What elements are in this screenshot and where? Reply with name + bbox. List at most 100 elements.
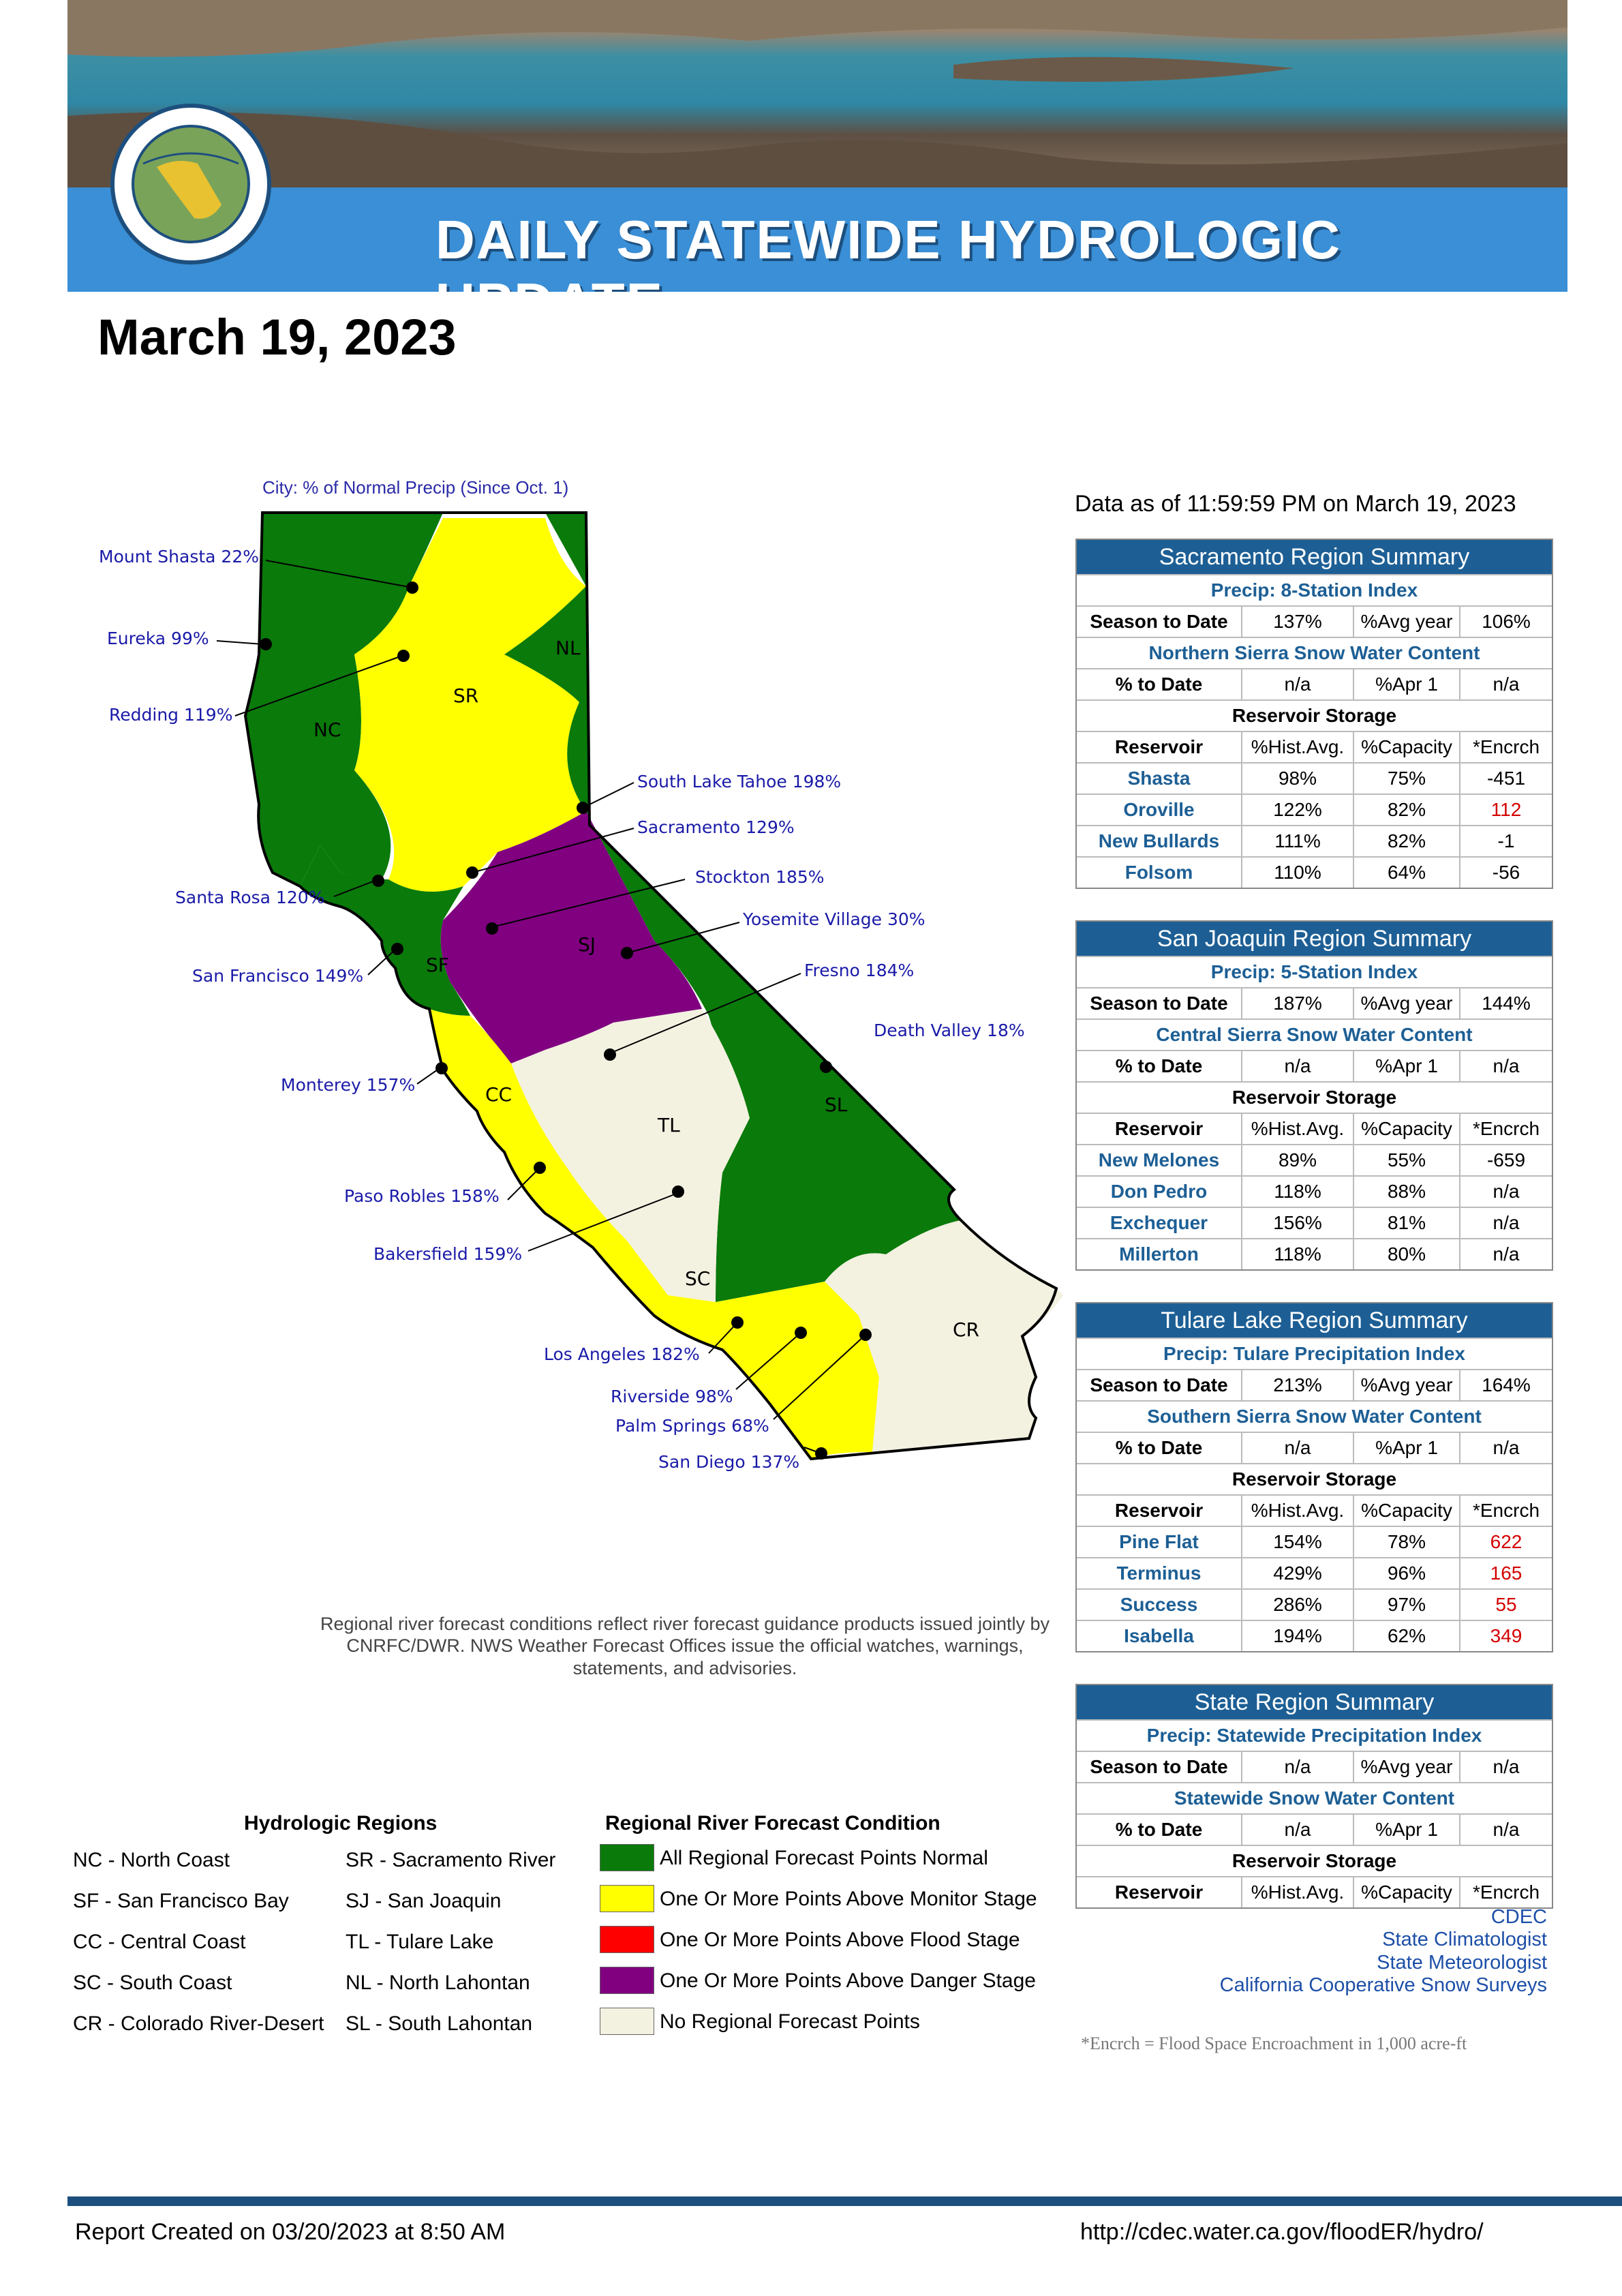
capacity-cell: 80%: [1353, 1239, 1459, 1269]
encroachment-cell: n/a: [1459, 1208, 1552, 1238]
storage-title: Reservoir Storage: [1077, 699, 1552, 731]
reservoir-row: Millerton 118% 80% n/a: [1077, 1238, 1552, 1269]
region-legend-item: SC - South Coast: [73, 1972, 232, 1994]
snow-title: Southern Sierra Snow Water Content: [1077, 1400, 1552, 1432]
reservoir-link[interactable]: Shasta: [1127, 768, 1191, 789]
hist-avg-cell: 286%: [1241, 1590, 1353, 1620]
capacity-cell: 81%: [1353, 1208, 1459, 1238]
column-header: Reservoir: [1114, 1882, 1204, 1903]
report-url[interactable]: http://cdec.water.ca.gov/floodER/hydro/: [1080, 2219, 1484, 2245]
encroachment-cell: -659: [1459, 1145, 1552, 1175]
dwr-seal-logo: [110, 104, 271, 265]
reservoir-link[interactable]: Exchequer: [1110, 1212, 1208, 1233]
reservoir-link[interactable]: New Bullards: [1098, 830, 1220, 851]
avg-value: n/a: [1459, 1752, 1552, 1782]
avg-value: 164%: [1459, 1370, 1552, 1400]
city-label: Sacramento 129%: [637, 817, 795, 837]
avg-value: 106%: [1459, 607, 1552, 637]
column-header: Reservoir: [1114, 1500, 1204, 1521]
reservoir-photo: [67, 0, 1567, 187]
column-header: %Hist.Avg.: [1241, 1877, 1353, 1907]
region-legend-item: SR - Sacramento River: [346, 1849, 556, 1871]
hist-avg-cell: 89%: [1241, 1145, 1353, 1175]
reservoir-row: New Bullards 111% 82% -1: [1077, 825, 1552, 856]
hist-avg-cell: 429%: [1241, 1558, 1353, 1588]
region-cr: [825, 1220, 1063, 1452]
city-label: Death Valley 18%: [874, 1021, 1025, 1040]
capacity-cell: 78%: [1353, 1527, 1459, 1557]
reservoir-link[interactable]: New Melones: [1098, 1149, 1220, 1170]
region-label-sr: SR: [453, 684, 478, 707]
report-date: March 19, 2023: [97, 309, 457, 365]
tulare-lake-summary-table: Tulare Lake Region Summary Precip: Tular…: [1075, 1302, 1553, 1652]
storage-title: Reservoir Storage: [1077, 1463, 1552, 1494]
region-label-tl: TL: [657, 1114, 680, 1136]
region-label-cr: CR: [953, 1318, 979, 1341]
column-header: %Capacity: [1353, 732, 1459, 762]
summary-title: State Region Summary: [1077, 1685, 1552, 1719]
snow-row: % to Date n/a %Apr 1 n/a: [1077, 668, 1552, 699]
region-sl: [586, 811, 961, 1302]
capacity-cell: 55%: [1353, 1145, 1459, 1175]
hist-avg-cell: 98%: [1241, 764, 1353, 794]
reservoir-link[interactable]: Oroville: [1123, 799, 1195, 820]
region-legend-item: SF - San Francisco Bay: [73, 1890, 289, 1912]
city-label: Stockton 185%: [695, 867, 825, 887]
storage-title: Reservoir Storage: [1077, 1081, 1552, 1113]
pct-label: % to Date: [1115, 674, 1203, 695]
city-label: Yosemite Village 30%: [742, 909, 925, 929]
season-row: Season to Date n/a %Avg year n/a: [1077, 1751, 1552, 1782]
hist-avg-cell: 194%: [1241, 1621, 1353, 1651]
column-header: %Hist.Avg.: [1241, 732, 1353, 762]
reservoir-link[interactable]: Isabella: [1124, 1625, 1194, 1646]
city-label: Monterey 157%: [281, 1075, 415, 1095]
encroachment-cell: n/a: [1459, 1177, 1552, 1207]
apr-value: n/a: [1459, 1815, 1552, 1845]
region-label-cc: CC: [485, 1083, 512, 1106]
reservoir-link[interactable]: Folsom: [1124, 862, 1193, 883]
pct-label: % to Date: [1115, 1055, 1203, 1076]
column-header: %Capacity: [1353, 1877, 1459, 1907]
city-label: Paso Robles 158%: [344, 1186, 500, 1206]
season-label: Season to Date: [1090, 1756, 1228, 1777]
reservoir-link[interactable]: Don Pedro: [1110, 1181, 1208, 1202]
capacity-cell: 96%: [1353, 1558, 1459, 1588]
pct-value: n/a: [1241, 1433, 1353, 1463]
region-label-sl: SL: [825, 1093, 848, 1116]
condition-label: All Regional Forecast Points Normal: [660, 1847, 988, 1869]
credits: CDEC State Climatologist State Meteorolo…: [1090, 1906, 1547, 1997]
snow-row: % to Date n/a %Apr 1 n/a: [1077, 1813, 1552, 1845]
capacity-cell: 88%: [1353, 1177, 1459, 1207]
hist-avg-cell: 110%: [1241, 858, 1353, 888]
capacity-cell: 82%: [1353, 795, 1459, 825]
apr-label: %Apr 1: [1353, 1433, 1459, 1463]
column-header: *Encrch: [1459, 1114, 1552, 1144]
avg-value: 144%: [1459, 988, 1552, 1018]
credit-cdec[interactable]: CDEC: [1490, 1906, 1547, 1928]
city-label: Los Angeles 182%: [544, 1344, 700, 1364]
season-value: n/a: [1241, 1752, 1353, 1782]
season-value: 213%: [1241, 1370, 1353, 1400]
reservoir-link[interactable]: Pine Flat: [1119, 1531, 1199, 1552]
season-label: Season to Date: [1090, 993, 1228, 1014]
credit-meteorologist[interactable]: State Meteorologist: [1377, 1951, 1547, 1974]
capacity-cell: 64%: [1353, 858, 1459, 888]
region-sc: [593, 1241, 879, 1459]
column-header: *Encrch: [1459, 732, 1552, 762]
encroachment-cell: 112: [1459, 795, 1552, 825]
capacity-cell: 97%: [1353, 1590, 1459, 1620]
capacity-cell: 82%: [1353, 826, 1459, 856]
hist-avg-cell: 118%: [1241, 1177, 1353, 1207]
reservoir-link[interactable]: Success: [1120, 1594, 1198, 1615]
avg-label: %Avg year: [1353, 1752, 1459, 1782]
credit-snow-surveys[interactable]: California Cooperative Snow Surveys: [1219, 1974, 1547, 1997]
credit-climatologist[interactable]: State Climatologist: [1382, 1929, 1547, 1951]
region-legend-item: NL - North Lahontan: [346, 1972, 530, 1994]
reservoir-row: Folsom 110% 64% -56: [1077, 856, 1552, 888]
reservoir-link[interactable]: Millerton: [1119, 1243, 1199, 1265]
reservoir-link[interactable]: Terminus: [1116, 1562, 1202, 1584]
hist-avg-cell: 111%: [1241, 826, 1353, 856]
condition-swatch: [600, 1926, 654, 1953]
encroachment-footnote: *Encrch = Flood Space Encroachment in 1,…: [1081, 2034, 1467, 2053]
region-label-sc: SC: [685, 1267, 710, 1290]
